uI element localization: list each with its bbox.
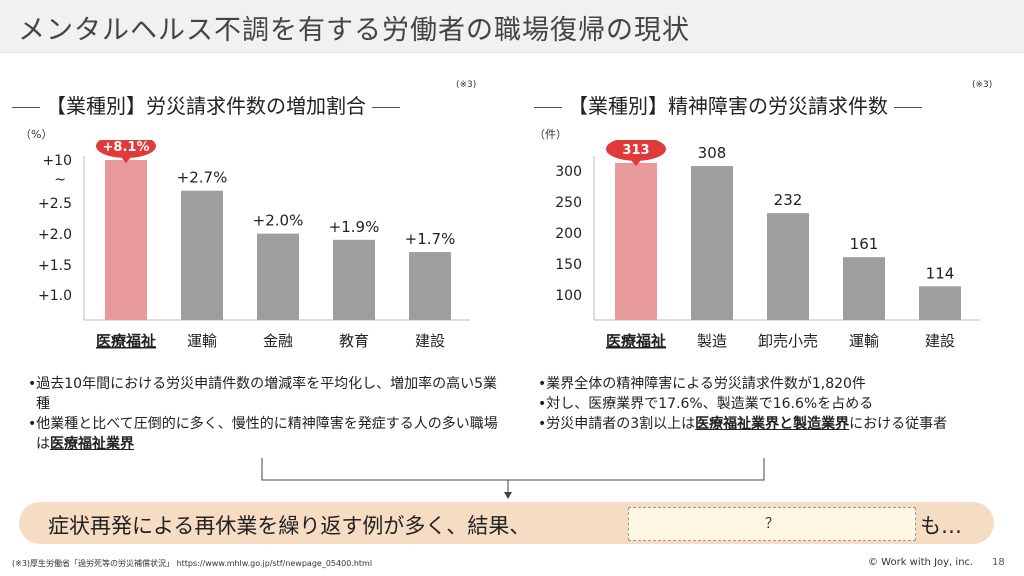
data-label: 232 bbox=[774, 191, 803, 209]
bar bbox=[257, 233, 299, 320]
conclusion-suffix: も… bbox=[920, 514, 962, 538]
data-label: +8.1% bbox=[103, 140, 150, 155]
conclusion-blank: ？ bbox=[628, 507, 916, 541]
bar bbox=[333, 239, 375, 320]
list-item: •他業種と比べて圧倒的に多く、慢性的に精神障害を発症する人の多い職場は医療福祉業… bbox=[28, 416, 498, 452]
y-tick-label: 300 bbox=[555, 164, 582, 180]
underlined-emphasis: 医療福祉業界と製造業界 bbox=[695, 416, 850, 432]
conclusion-prefix: 症状再発による再休業を繰り返す例が多く、結果、 bbox=[48, 514, 531, 538]
right-bullets: •業界全体の精神障害による労災請求件数が1,820件 •対し、医療業界で17.6… bbox=[538, 374, 998, 434]
bar bbox=[767, 213, 809, 320]
axis-break-mark: ~ bbox=[54, 172, 66, 188]
bar bbox=[181, 190, 223, 320]
category-label: 医療福祉 bbox=[96, 332, 156, 350]
heading-dash-right bbox=[894, 107, 922, 108]
callout-badge bbox=[606, 140, 666, 161]
right-heading-text: 【業種別】精神障害の労災請求件数 bbox=[568, 94, 888, 118]
y-tick-label: +2.5 bbox=[38, 196, 72, 212]
data-label: +2.0% bbox=[253, 212, 304, 230]
connector-bracket bbox=[261, 458, 765, 499]
title-bar: メンタルヘルス不調を有する労働者の職場復帰の現状 bbox=[0, 0, 1024, 53]
category-label: 製造 bbox=[697, 332, 727, 350]
y-tick-label: +2.0 bbox=[38, 227, 72, 243]
y-tick-label: +1.0 bbox=[38, 288, 72, 304]
source-note: (※3)厚生労働省「過労死等の労災補償状況」 https://www.mhlw.… bbox=[12, 559, 373, 568]
increase-rate-chart: +1.0 +1.5 +2.0 +2.5 +10 ~ 医療福祉 +8.1% 運輸 +2.7% 金融 +2… bbox=[38, 140, 470, 350]
bar bbox=[843, 257, 885, 320]
data-label: 308 bbox=[698, 144, 727, 162]
category-label: 建設 bbox=[415, 332, 445, 350]
copyright: © Work with Joy, inc. bbox=[868, 557, 974, 568]
left-section-heading: 【業種別】労災請求件数の増加割合 bbox=[6, 90, 406, 119]
category-label: 建設 bbox=[925, 332, 955, 350]
category-label: 運輸 bbox=[187, 332, 217, 350]
list-item: •労災申請者の3割以上は医療福祉業界と製造業界における従事者 bbox=[538, 416, 948, 432]
bar bbox=[919, 286, 961, 320]
category-label: 教育 bbox=[339, 332, 369, 350]
heading-dash-right bbox=[372, 107, 400, 108]
heading-dash-left bbox=[12, 107, 40, 108]
page-title: メンタルヘルス不調を有する労働者の職場復帰の現状 bbox=[18, 15, 690, 46]
left-bullets: •過去10年間における労災申請件数の増減率を平均化し、増加率の高い5業種 •他業… bbox=[28, 374, 498, 454]
left-note: (※3) bbox=[456, 80, 477, 90]
right-section-heading: 【業種別】精神障害の労災請求件数 bbox=[528, 90, 928, 119]
y-tick-label: +1.5 bbox=[38, 258, 72, 274]
y-tick-label: 100 bbox=[555, 288, 582, 304]
data-label: 114 bbox=[926, 264, 955, 282]
bar bbox=[615, 162, 657, 320]
underlined-emphasis: 医療福祉業界 bbox=[50, 436, 134, 452]
data-label: +1.7% bbox=[405, 230, 456, 248]
data-label: +2.7% bbox=[177, 169, 228, 187]
bar bbox=[409, 252, 451, 320]
right-unit: （件） bbox=[534, 128, 567, 141]
heading-dash-left bbox=[534, 107, 562, 108]
bar bbox=[691, 166, 733, 320]
category-label: 卸売小売 bbox=[758, 332, 818, 350]
callout-pointer bbox=[120, 156, 132, 163]
claims-count-chart: 100 150 200 250 300 医療福祉 313 製造 308 卸売小売 232 運輸 161 建… bbox=[555, 140, 980, 350]
data-label: +1.9% bbox=[329, 218, 380, 236]
y-tick-label: 200 bbox=[555, 226, 582, 242]
category-label: 医療福祉 bbox=[606, 332, 666, 350]
data-label: 161 bbox=[850, 235, 879, 253]
y-tick-label: 250 bbox=[555, 195, 582, 211]
left-heading-text: 【業種別】労災請求件数の増加割合 bbox=[46, 94, 366, 118]
category-label: 運輸 bbox=[849, 332, 879, 350]
callout-badge bbox=[96, 140, 156, 158]
data-label: 313 bbox=[622, 143, 649, 158]
bar bbox=[105, 160, 147, 320]
page-number: 18 bbox=[992, 557, 1005, 568]
y-tick-label: 150 bbox=[555, 257, 582, 273]
list-item: •過去10年間における労災申請件数の増減率を平均化し、増加率の高い5業種 bbox=[28, 376, 497, 412]
y-tick-label: +10 bbox=[42, 153, 72, 169]
callout-pointer bbox=[630, 158, 642, 166]
list-item: •対し、医療業界で17.6%、製造業で16.6%を占める bbox=[538, 396, 874, 412]
left-unit: （%） bbox=[20, 128, 53, 141]
list-item: •業界全体の精神障害による労災請求件数が1,820件 bbox=[538, 376, 866, 392]
right-note: (※3) bbox=[972, 80, 993, 90]
category-label: 金融 bbox=[263, 332, 293, 350]
arrow-down-icon bbox=[504, 492, 512, 499]
